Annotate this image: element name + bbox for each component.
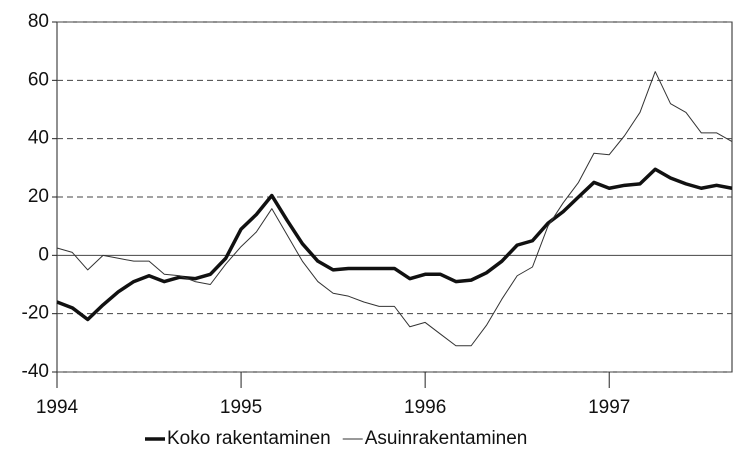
x-tick-label: 1994 bbox=[36, 397, 79, 418]
y-tick-label: 80 bbox=[28, 11, 49, 32]
x-tick-label: 1996 bbox=[404, 397, 446, 418]
series-line bbox=[56, 167, 733, 322]
y-tick-label: -40 bbox=[22, 361, 49, 382]
y-tick-label: 20 bbox=[28, 186, 49, 207]
y-tick-label: 40 bbox=[28, 128, 49, 149]
y-tick-label: 60 bbox=[28, 69, 49, 90]
legend-label: Asuinrakentaminen bbox=[365, 428, 528, 449]
y-tick-label: 0 bbox=[38, 244, 49, 265]
y-tick-label: -20 bbox=[22, 303, 49, 324]
x-tick-label: 1995 bbox=[220, 397, 262, 418]
x-tick-label: 1997 bbox=[588, 397, 630, 418]
legend-label: Koko rakentaminen bbox=[167, 428, 331, 449]
series-line bbox=[56, 71, 733, 347]
